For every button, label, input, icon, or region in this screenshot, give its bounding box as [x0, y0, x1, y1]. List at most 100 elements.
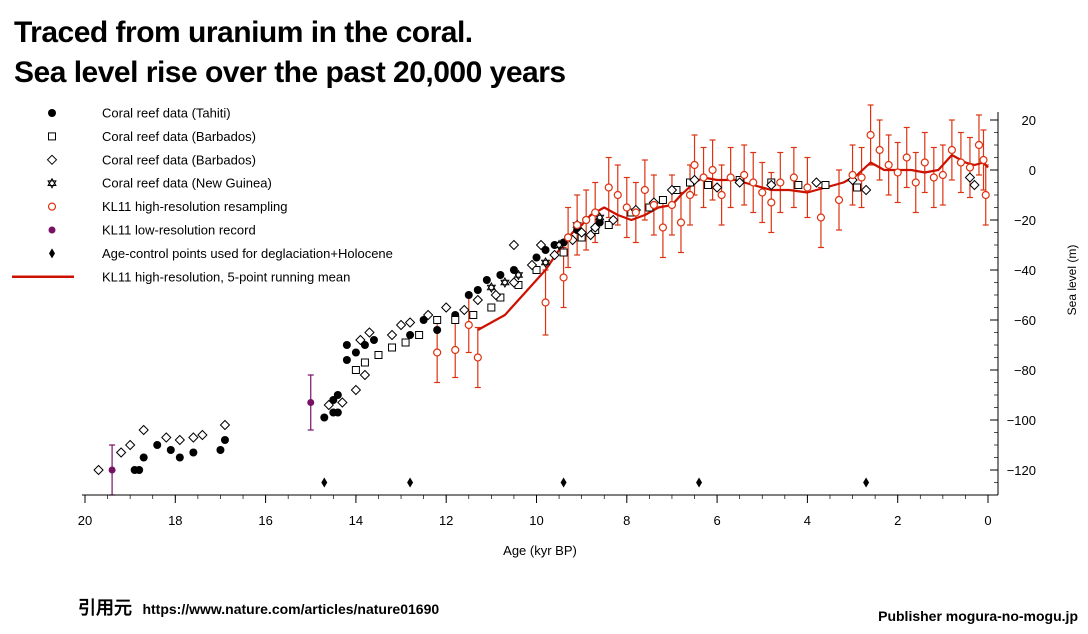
x-tick-label: 8: [623, 513, 630, 528]
y-tick-label: −100: [1007, 413, 1036, 428]
x-tick-label: 14: [349, 513, 363, 528]
point-open-diamond: [197, 429, 208, 441]
point-open-circle-red: [776, 178, 785, 187]
legend-label: Coral reef data (Barbados): [102, 152, 256, 167]
point-filled-circle: [351, 348, 360, 357]
point-open-square: [532, 266, 541, 274]
point-open-diamond: [811, 177, 822, 188]
point-open-circle-red: [613, 190, 622, 200]
point-open-diamond: [508, 277, 520, 288]
y-tick-label: −80: [1014, 363, 1036, 378]
y-axis-label: Sea level (m): [1065, 245, 1079, 316]
legend: Coral reef data (Tahiti) Coral reef data …: [12, 106, 393, 284]
point-open-square: [658, 196, 667, 204]
point-open-circle-red: [582, 215, 591, 225]
point-open-circle-red: [979, 155, 988, 165]
point-filled-circle: [139, 453, 148, 462]
legend-label: KL11 high-resolution, 5-point running me…: [102, 269, 350, 284]
star-part: [554, 242, 564, 251]
point-filled-circle: [320, 413, 329, 422]
star-part: [513, 272, 524, 281]
point-filled-diamond: [560, 477, 567, 488]
point-open-square: [388, 343, 397, 352]
point-filled-circle: [433, 326, 442, 334]
y-tick-label: 0: [1029, 163, 1036, 178]
y-tick-label: −120: [1007, 463, 1036, 478]
point-open-circle-red: [708, 165, 717, 175]
point-open-circle-red: [622, 203, 631, 212]
point-open-circle-red: [726, 173, 735, 182]
y-tick-label: −20: [1014, 213, 1036, 228]
point-open-circle-red: [816, 213, 826, 222]
legend-marker: [47, 202, 57, 211]
point-open-circle-red: [591, 208, 600, 217]
legend-item: KL11 low-resolution record: [48, 223, 256, 238]
point-open-circle-red: [658, 223, 668, 232]
point-open-diamond: [576, 227, 587, 238]
point-open-circle-red: [902, 153, 911, 162]
point-open-diamond: [490, 289, 502, 301]
point-filled-circle: [342, 341, 351, 349]
legend-marker: [49, 248, 55, 259]
point-open-diamond: [355, 334, 366, 346]
point-open-circle-red: [911, 178, 920, 187]
data-points: [93, 130, 990, 488]
point-open-diamond: [585, 229, 596, 241]
point-star: [554, 239, 564, 251]
point-filled-circle: [333, 408, 342, 417]
point-open-diamond: [364, 327, 375, 338]
point-open-diamond: [174, 434, 186, 446]
point-filled-diamond: [863, 477, 870, 488]
point-open-square: [821, 181, 830, 189]
point-filled-circle: [175, 453, 184, 462]
point-open-diamond: [161, 432, 172, 443]
x-tick-label: 2: [894, 513, 901, 528]
star-part: [47, 180, 57, 189]
point-open-circle-red: [740, 170, 749, 180]
point-open-circle-red: [464, 320, 473, 330]
point-open-square: [401, 338, 410, 347]
point-filled-circle: [342, 356, 351, 364]
point-filled-circle: [419, 316, 428, 324]
point-filled-circle: [532, 253, 541, 262]
point-open-diamond: [689, 174, 700, 186]
x-tick-label: 20: [78, 513, 92, 528]
x-tick-label: 18: [168, 513, 182, 528]
legend-label: KL11 low-resolution record: [102, 223, 256, 238]
point-filled-diamond: [696, 477, 703, 488]
point-star: [540, 256, 551, 269]
source-url[interactable]: https://www.nature.com/articles/nature01…: [142, 601, 440, 617]
point-open-circle-red: [884, 160, 893, 170]
point-open-diamond: [93, 464, 104, 476]
point-open-circle-red: [947, 145, 956, 155]
legend-item: Coral reef data (Barbados): [46, 152, 256, 167]
running-mean-line: [477, 153, 989, 331]
point-open-circle-red: [929, 173, 938, 182]
star-part: [486, 284, 497, 294]
point-open-circle-red: [564, 233, 573, 242]
point-open-diamond: [350, 384, 362, 396]
point-open-circle-red: [667, 200, 677, 210]
point-open-diamond: [188, 432, 199, 443]
legend-label: Age-control points used for deglaciation…: [102, 246, 393, 261]
point-open-diamond: [711, 182, 723, 193]
point-filled-circle: [496, 271, 505, 279]
y-tick-label: 20: [1022, 113, 1036, 128]
point-open-circle-red: [848, 170, 857, 180]
point-open-circle-red: [965, 163, 975, 172]
point-open-circle-red: [690, 160, 699, 170]
x-tick-label: 16: [258, 513, 272, 528]
point-star: [594, 211, 605, 224]
star-part: [594, 214, 605, 224]
point-filled-circle: [406, 331, 415, 339]
point-open-diamond: [337, 397, 348, 408]
point-open-diamond: [535, 239, 547, 251]
point-filled-circle-purple: [108, 466, 116, 474]
point-open-diamond: [219, 419, 231, 431]
point-open-square: [704, 181, 713, 189]
point-open-diamond: [508, 239, 520, 251]
point-open-diamond: [589, 222, 601, 233]
point-filled-circle-purple: [307, 399, 315, 406]
point-open-circle-red: [541, 298, 550, 307]
point-open-square: [853, 183, 862, 192]
